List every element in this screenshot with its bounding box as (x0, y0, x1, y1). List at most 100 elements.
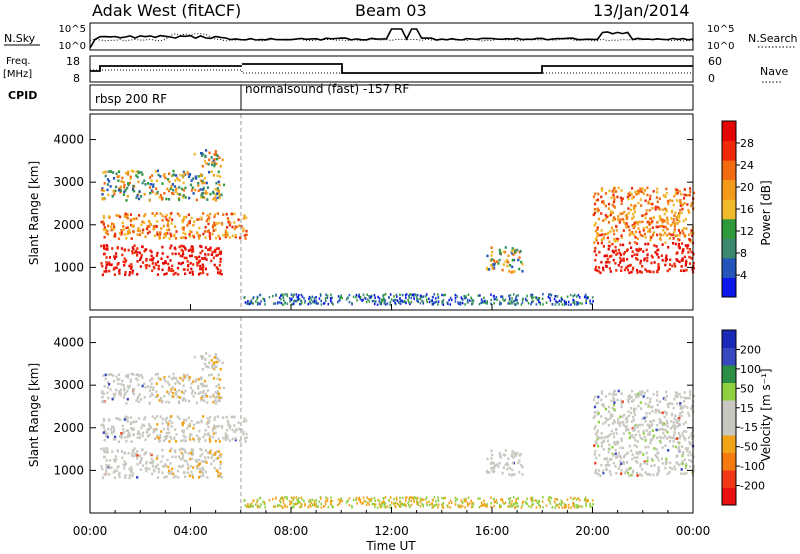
velocity-echo-cell (182, 434, 185, 438)
velocity-echo-cell (209, 449, 212, 453)
power-echo-cell (683, 201, 686, 205)
velocity-echo-cell (297, 502, 299, 505)
power-echo-cell (213, 263, 216, 267)
velocity-echo-cell (490, 496, 492, 499)
power-echo-cell (681, 229, 684, 233)
velocity-echo-cell (219, 463, 222, 467)
velocity-echo-cell (672, 406, 675, 410)
freq-panel: Freq. [MHz] 18 8 60 0 Nave (3, 55, 788, 85)
velocity-echo-cell (101, 390, 104, 393)
velocity-echo-cell (293, 496, 295, 499)
velocity-echo-cell (477, 497, 479, 500)
power-echo-cell (462, 298, 464, 301)
velocity-echo-cell (410, 499, 413, 503)
velocity-echo-cell (259, 496, 262, 500)
velocity-echo-cell (522, 500, 524, 503)
velocity-echo-cell (122, 396, 125, 399)
velocity-echo-cell (647, 403, 650, 407)
power-echo-cell (189, 230, 192, 233)
velocity-echo-cell (364, 500, 367, 503)
power-echo-cell (602, 200, 605, 203)
power-echo-cell (633, 233, 636, 237)
velocity-echo-cell (617, 451, 620, 455)
velocity-echo-cell (290, 496, 293, 499)
velocity-echo-cell (226, 434, 229, 438)
power-y-label: Slant Range [km] (27, 161, 41, 265)
velocity-echo-cell (218, 386, 221, 390)
velocity-echo-cell (502, 501, 504, 504)
velocity-echo-cell (129, 422, 132, 426)
velocity-echo-cell (508, 466, 512, 470)
velocity-echo-cell (130, 468, 133, 472)
power-echo-cell (644, 242, 647, 246)
power-echo-cell (292, 294, 294, 297)
velocity-echo-cell (625, 452, 629, 455)
velocity-echo-cell (612, 390, 615, 394)
power-echo-cell (200, 152, 203, 155)
velocity-echo-cell (637, 430, 640, 433)
power-echo-cell (197, 233, 200, 237)
velocity-echo-cell (262, 500, 264, 503)
velocity-echo-cell (560, 499, 563, 502)
power-echo-cell (104, 247, 107, 251)
power-echo-cell (129, 177, 132, 180)
velocity-echo-cell (243, 499, 246, 502)
velocity-echo-cell (551, 505, 554, 509)
velocity-echo-cell (585, 499, 588, 503)
velocity-echo-cell (220, 475, 223, 479)
velocity-echo-cell (497, 465, 500, 468)
power-echo-cell (218, 250, 221, 254)
power-echo-cell (654, 251, 657, 254)
velocity-echo-cell (658, 418, 661, 421)
power-echo-cell (617, 264, 620, 267)
velocity-echo-cell (597, 444, 600, 448)
power-echo-cell (433, 301, 435, 304)
velocity-echo-cell (399, 496, 401, 500)
velocity-echo-cell (639, 392, 642, 396)
velocity-echo-cell (662, 432, 665, 435)
velocity-echo-cell (275, 497, 277, 500)
power-echo-cell (606, 260, 609, 264)
velocity-echo-cell (139, 461, 142, 465)
velocity-echo-cell (493, 497, 495, 501)
velocity-echo-cell (313, 502, 316, 505)
power-echo-cell (315, 302, 318, 305)
power-echo-cell (636, 268, 639, 272)
power-echo-cell (222, 213, 225, 216)
velocity-echo-cell (609, 433, 612, 436)
power-echo-cell (105, 261, 108, 264)
velocity-echo-cell (313, 504, 316, 507)
velocity-echo-cell (199, 447, 202, 451)
power-echo-cell (658, 197, 661, 200)
velocity-echo-cell (602, 403, 605, 406)
power-echo-cell (124, 212, 127, 216)
velocity-echo-cell (625, 429, 628, 432)
power-echo-cell (121, 221, 124, 225)
velocity-echo-cell (541, 500, 544, 503)
velocity-echo-cell (682, 422, 685, 426)
velocity-echo-cell (208, 434, 211, 438)
power-echo-cell (147, 220, 151, 223)
velocity-echo-cell (297, 500, 299, 503)
power-echo-cell (192, 263, 195, 266)
power-echo-cell (217, 180, 220, 184)
velocity-echo-cell (594, 449, 597, 453)
power-echo-cell (654, 208, 657, 211)
velocity-echo-cell (361, 502, 363, 505)
radar-title: Adak West (fitACF) (92, 1, 241, 20)
velocity-echo-cell (201, 384, 204, 388)
velocity-echo-cell (376, 506, 379, 509)
power-echo-cell (207, 162, 210, 166)
power-echo-cell (123, 264, 126, 267)
velocity-echo-cell (676, 391, 679, 395)
velocity-echo-cell (450, 501, 453, 505)
velocity-echo-cell (132, 387, 135, 391)
power-echo-cell (403, 300, 406, 304)
velocity-echo-cell (656, 394, 659, 397)
power-echo-cell (111, 247, 114, 250)
power-echo-cell (563, 300, 566, 303)
power-echo-cell (144, 235, 147, 239)
velocity-echo-cell (115, 388, 118, 392)
velocity-echo-cell (637, 392, 640, 396)
power-echo-cell (678, 246, 681, 249)
